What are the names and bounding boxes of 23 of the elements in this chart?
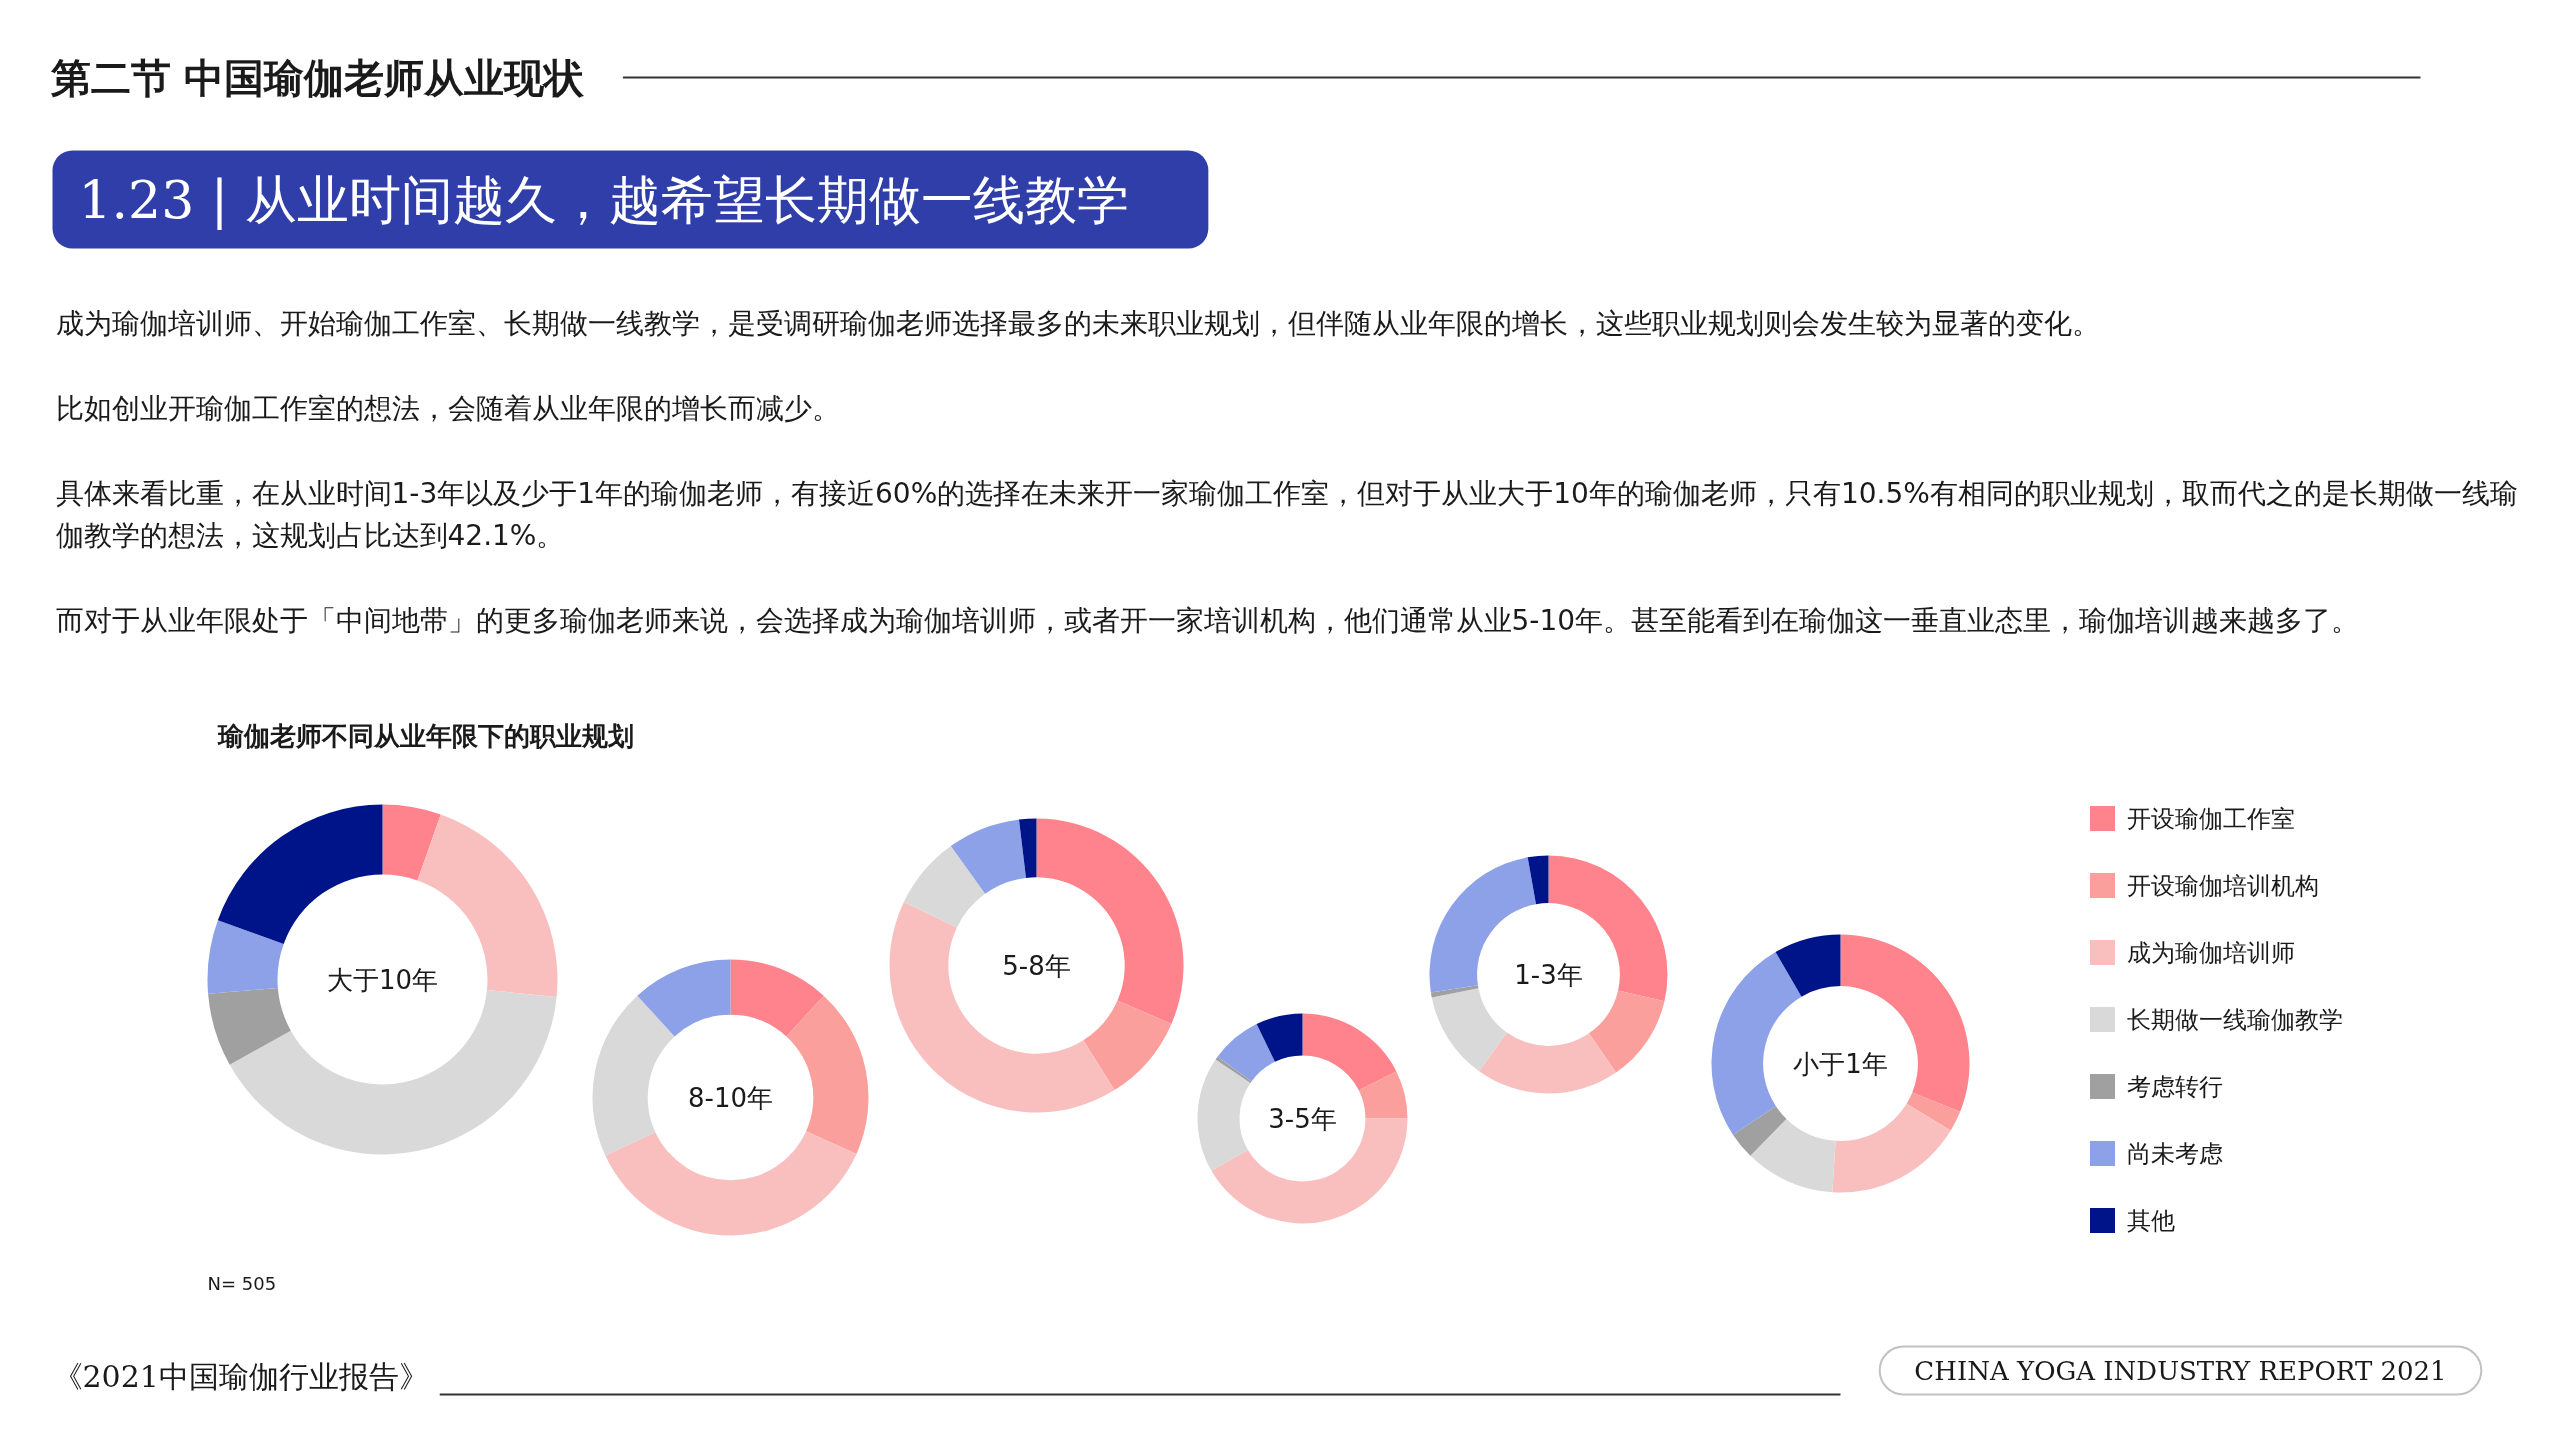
text: 比如创业开瑜伽工作室的想法，会随着从业年限的增长而减少。 xyxy=(55,392,840,425)
text: 1.23 | 从业时间越久，越希望长期做一线教学 xyxy=(78,169,1129,230)
legend-label: 尚未考虑 xyxy=(2126,1139,2223,1168)
legend-label: 开设瑜伽培训机构 xyxy=(2126,871,2319,900)
text: 具体来看比重，在从业时间1-3年以及少于1年的瑜伽老师，有接近60%的选择在未来开一家瑜伽工作室，但对于从业大于10年的瑜伽老师，只有10.5%有相同的职业规划，取而代之的是长期做一线瑜伽教学的想法，这规划占比达到42.1%。 xyxy=(55,477,2518,552)
text: 成为瑜伽培训师、开始瑜伽工作室、长期做一线教学，是受调研瑜伽老师选择最多的未来职业规划，但伴随从业年限的增长，这些职业规划则会发生较为显著的变化。 xyxy=(55,307,2100,340)
text: 《2021中国瑜伽行业报告》 xyxy=(52,1359,429,1394)
chart-title: 瑜伽老师不同从业年限下的职业规划 xyxy=(216,720,634,751)
slice-label: 3-5年 xyxy=(1268,1103,1337,1134)
slice-label: 小于1年 xyxy=(1793,1048,1888,1079)
slice-label: 8-10年 xyxy=(688,1082,774,1113)
legend-label: 其他 xyxy=(2126,1206,2175,1235)
text: 而对于从业年限处于「中间地带」的更多瑜伽老师来说，会选择成为瑜伽培训师，或者开一家培训机构，他们通常从业5-10年。甚至能看到在瑜伽这一垂直业态里，瑜伽培训越来越多了。 xyxy=(55,604,2360,637)
legend-label: 长期做一线瑜伽教学 xyxy=(2126,1005,2343,1034)
slice-label: 5-8年 xyxy=(1002,950,1071,981)
slice-label: 1-3年 xyxy=(1514,959,1583,990)
text: 第二节 中国瑜伽老师从业现状 xyxy=(49,54,586,101)
text: N= 505 xyxy=(207,1273,277,1294)
legend-label: 开设瑜伽工作室 xyxy=(2126,804,2295,833)
legend-label: 考虑转行 xyxy=(2126,1072,2223,1101)
text: CHINA YOGA INDUSTRY REPORT 2021 xyxy=(1914,1355,2447,1386)
legend-label: 成为瑜伽培训师 xyxy=(2126,938,2295,967)
slice-label: 大于10年 xyxy=(326,964,439,995)
